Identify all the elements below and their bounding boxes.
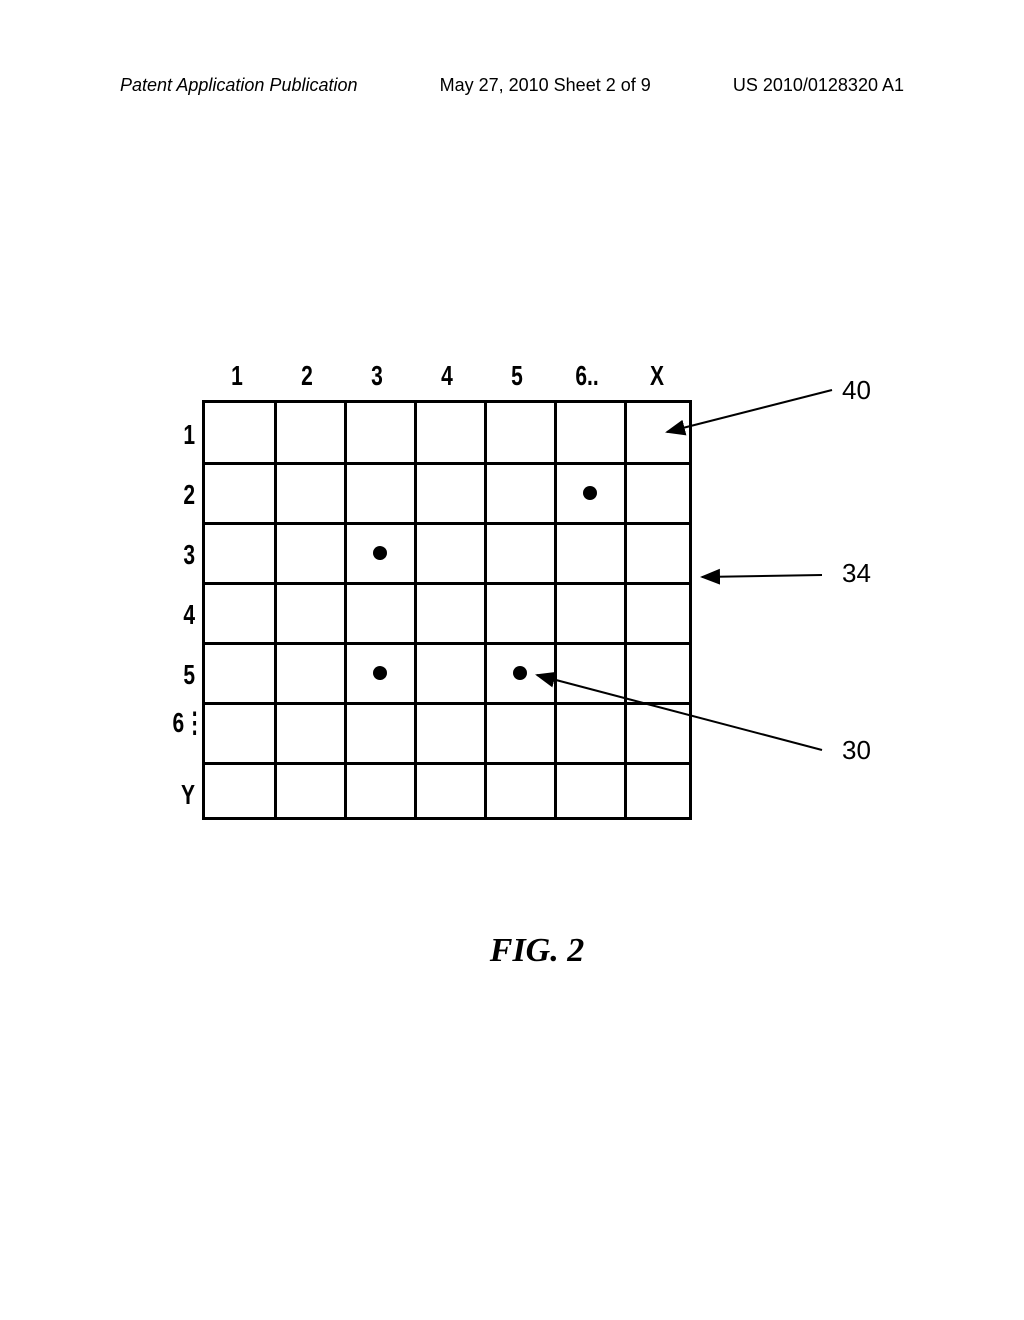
col-label: 4: [421, 360, 474, 392]
row-label: 2: [173, 479, 196, 511]
col-label: 6..: [561, 360, 614, 392]
header-publication: Patent Application Publication: [120, 75, 358, 96]
row-label: 3: [173, 539, 196, 571]
grid-hline: [205, 702, 689, 705]
col-label: 2: [281, 360, 334, 392]
grid-dot: [373, 546, 387, 560]
row-label: Y: [173, 779, 196, 811]
callout-label: 40: [842, 375, 871, 406]
grid-hline: [205, 522, 689, 525]
page-header: Patent Application Publication May 27, 2…: [0, 75, 1024, 96]
grid: 1 2 3 4 5 6⋮ Y: [202, 400, 692, 820]
col-label: 3: [351, 360, 404, 392]
grid-dot: [373, 666, 387, 680]
row-label: 4: [173, 599, 196, 631]
col-label: 1: [211, 360, 264, 392]
figure-area: 1 2 3 4 5 6.. X 1 2 3 4: [152, 360, 872, 820]
grid-dot: [583, 486, 597, 500]
grid-vline: [274, 403, 277, 817]
grid-wrapper: 1 2 3 4 5 6.. X 1 2 3 4: [202, 360, 872, 820]
row-label: 6⋮: [173, 713, 196, 733]
grid-hline: [205, 642, 689, 645]
callout-label: 30: [842, 735, 871, 766]
header-patent-number: US 2010/0128320 A1: [733, 75, 904, 96]
grid-hline: [205, 762, 689, 765]
grid-hline: [205, 582, 689, 585]
callout-label: 34: [842, 558, 871, 589]
grid-vline: [484, 403, 487, 817]
callout-arrow: [702, 575, 822, 577]
grid-vline: [344, 403, 347, 817]
row-label: 1: [173, 419, 196, 451]
grid-vline: [414, 403, 417, 817]
row-label: 5: [173, 659, 196, 691]
col-label: 5: [491, 360, 544, 392]
figure-caption: FIG. 2: [490, 932, 584, 970]
grid-dot: [513, 666, 527, 680]
grid-hline: [205, 462, 689, 465]
grid-vline: [554, 403, 557, 817]
header-sheet: May 27, 2010 Sheet 2 of 9: [440, 75, 651, 96]
col-label: X: [631, 360, 684, 392]
column-labels: 1 2 3 4 5 6.. X: [202, 360, 872, 400]
grid-vline: [624, 403, 627, 817]
